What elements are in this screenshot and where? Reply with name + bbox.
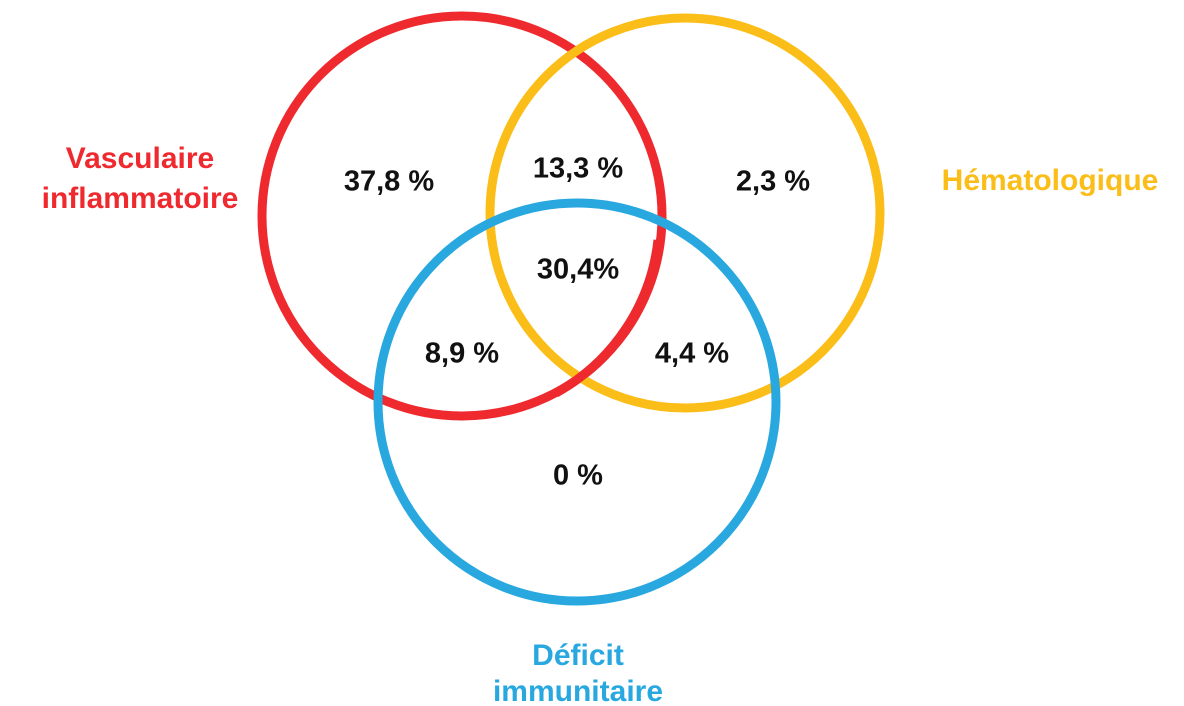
circle-overlap [553, 239, 663, 397]
circle-hematologique [485, 13, 885, 413]
region-label: 4,4 % [655, 338, 729, 370]
region-label: 2,3 % [736, 166, 810, 198]
set-label: inflammatoire [42, 182, 239, 215]
set-label: immunitaire [493, 675, 663, 706]
set-label: Hématologique [942, 164, 1159, 197]
region-label: 37,8 % [344, 166, 434, 198]
set-label: Déficit [532, 639, 624, 672]
region-label: 13,3 % [533, 153, 623, 185]
set-label: Vasculaire [66, 142, 214, 175]
region-label: 30,4% [537, 254, 619, 286]
region-label: 0 % [553, 460, 603, 492]
circle-vasculaire [257, 11, 667, 421]
region-label: 8,9 % [425, 338, 499, 370]
circle-deficit [373, 198, 781, 606]
